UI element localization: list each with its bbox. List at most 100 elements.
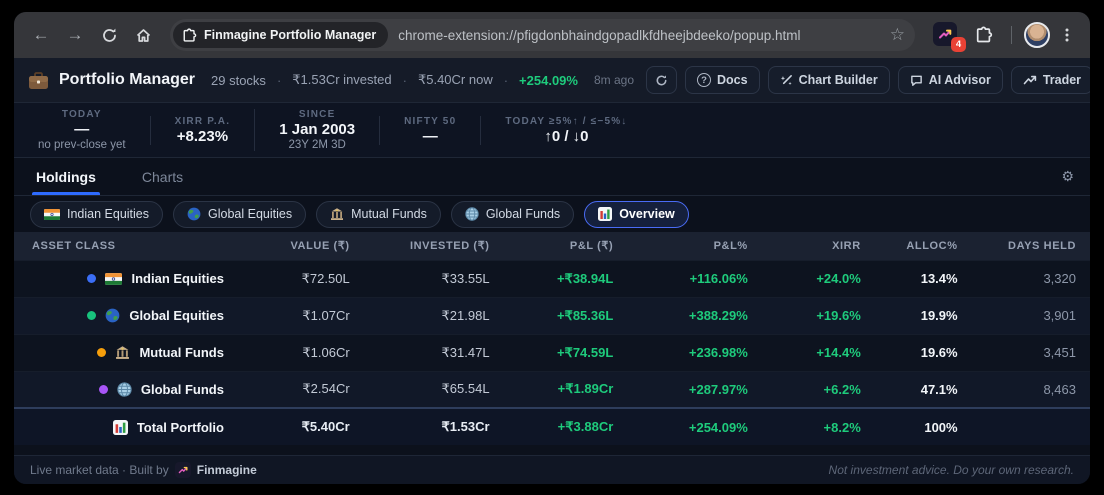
tab-holdings[interactable]: Holdings (32, 158, 100, 195)
cell-pnl: +₹85.36L (503, 296, 628, 334)
trader-button[interactable]: Trader (1010, 66, 1090, 94)
stat-label: NIFTY 50 (404, 115, 457, 127)
stat-nifty: NIFTY 50 — (379, 115, 480, 145)
col-value[interactable]: VALUE (₹) (239, 232, 364, 260)
address-bar[interactable]: Finmagine Portfolio Manager chrome-exten… (170, 19, 915, 51)
kebab-menu-icon (1065, 28, 1069, 42)
extensions-menu-button[interactable] (969, 20, 999, 50)
refresh-icon (656, 74, 667, 85)
stat-sub: no prev-close yet (38, 139, 126, 151)
bank-icon (331, 208, 344, 220)
toolbar-divider (1011, 26, 1012, 44)
cell-pnl: +₹1.89Cr (503, 370, 628, 408)
cell-days (971, 407, 1090, 445)
profile-avatar[interactable] (1024, 22, 1050, 48)
tab-charts[interactable]: Charts (141, 168, 184, 185)
asset-name: Global Equities (129, 308, 224, 323)
stat-label: XIRR P.A. (174, 115, 231, 127)
stat-label: SINCE (298, 109, 336, 120)
home-button[interactable] (128, 20, 158, 50)
stocks-count: 29 stocks (211, 72, 266, 88)
reload-button[interactable] (94, 20, 124, 50)
chip-global-equities[interactable]: Global Equities (173, 200, 307, 228)
stat-label: TODAY (61, 109, 102, 120)
extensions-puzzle-icon (976, 26, 993, 43)
cell-alloc: 13.4% (874, 259, 972, 297)
settings-gear-icon[interactable]: ⚙ (1061, 168, 1074, 184)
cell-invested: ₹33.55L (363, 259, 504, 297)
footer-brand[interactable]: Finmagine (196, 463, 257, 477)
stat-sub: 23Y 2M 3D (288, 139, 346, 151)
cell-xirr: +19.6% (761, 296, 875, 334)
chip-indian-equities[interactable]: Indian Equities (30, 200, 164, 228)
col-xirr[interactable]: XIRR (761, 232, 875, 260)
bookmark-star-icon[interactable]: ☆ (889, 25, 905, 44)
cell-days: 3,451 (971, 333, 1090, 371)
ai-advisor-label: AI Advisor (928, 73, 991, 87)
table-row-global-funds[interactable]: Global Funds ₹2.54Cr ₹65.54L +₹1.89Cr +2… (14, 370, 1090, 408)
chip-global-funds[interactable]: Global Funds (450, 200, 575, 228)
asset-dot (87, 311, 97, 320)
ai-advisor-button[interactable]: AI Advisor (897, 66, 1003, 94)
stat-label: TODAY ≥5%↑ / ≤−5%↓ (505, 115, 628, 127)
docs-button-label: Docs (717, 73, 748, 87)
cell-pnl-pct: +236.98% (627, 333, 762, 371)
chart-builder-button[interactable]: Chart Builder (767, 66, 890, 94)
table-row-total[interactable]: Total Portfolio ₹5.40Cr ₹1.53Cr +₹3.88Cr… (14, 407, 1090, 445)
chip-label: Global Funds (485, 207, 561, 221)
col-pnl[interactable]: P&L (₹) (503, 232, 628, 260)
footer-disclaimer: Not investment advice. Do your own resea… (828, 463, 1074, 477)
chip-label: Overview (619, 207, 675, 221)
footer: Live market data · Built by Finmagine No… (14, 455, 1090, 484)
cell-value: ₹1.06Cr (239, 333, 364, 371)
chip-mutual-funds[interactable]: Mutual Funds (316, 200, 441, 228)
trend-up-icon (1023, 75, 1037, 85)
stats-bar: TODAY — no prev-close yet XIRR P.A. +8.2… (14, 102, 1090, 158)
col-pnl-pct[interactable]: P&L% (627, 232, 762, 260)
col-days-held[interactable]: DAYS HELD (971, 232, 1090, 260)
cell-days: 3,901 (971, 296, 1090, 334)
tab-bar: Holdings Charts ⚙ (14, 158, 1090, 196)
refresh-button[interactable] (646, 66, 677, 94)
cell-pnl-pct: +287.97% (627, 370, 762, 408)
url-text: chrome-extension://pfigdonbhaindgopadlkf… (398, 27, 801, 43)
browser-toolbar: ← → Finmagine Portfolio Manager chrome-e… (14, 12, 1090, 58)
app-header: Portfolio Manager 29 stocks · ₹1.53Cr in… (14, 58, 1090, 102)
cell-pnl-pct: +388.29% (627, 296, 762, 334)
meta-separator: · (402, 72, 407, 88)
india-flag-icon (105, 272, 123, 285)
cell-value: ₹72.50L (239, 259, 364, 297)
filter-chips: Indian Equities Global Equities (14, 196, 1090, 232)
stat-since: SINCE 1 Jan 2003 23Y 2M 3D (254, 109, 379, 151)
table-row-mutual-funds[interactable]: Mutual Funds ₹1.06Cr ₹31.47L +₹74.59L +2… (14, 333, 1090, 371)
cell-invested: ₹1.53Cr (363, 407, 504, 445)
browser-menu-button[interactable] (1054, 22, 1080, 48)
asset-dot (87, 274, 97, 283)
globe-earth-icon (105, 308, 120, 323)
invested-summary: ₹1.53Cr invested (292, 72, 392, 87)
puzzle-piece-icon (183, 27, 197, 42)
stat-movers: TODAY ≥5%↑ / ≤−5%↓ ↑0 / ↓0 (480, 115, 651, 145)
finmagine-logo-icon (933, 22, 957, 46)
extension-name-chip[interactable]: Finmagine Portfolio Manager (173, 22, 389, 48)
col-invested[interactable]: INVESTED (₹) (363, 232, 504, 260)
cell-pnl: +₹38.94L (503, 259, 628, 297)
table-row-indian-equities[interactable]: Indian Equities ₹72.50L ₹33.55L +₹38.94L… (14, 259, 1090, 297)
asset-dot (97, 348, 107, 357)
stat-today: TODAY — no prev-close yet (14, 109, 150, 151)
col-asset-class[interactable]: ASSET CLASS (14, 232, 240, 260)
bar-chart-icon (598, 207, 613, 221)
docs-button[interactable]: ? Docs (685, 66, 760, 94)
cell-invested: ₹31.47L (363, 333, 504, 371)
page-title: Portfolio Manager (59, 71, 196, 88)
back-button[interactable]: ← (32, 25, 50, 44)
col-alloc[interactable]: ALLOC% (874, 232, 972, 260)
stat-xirr: XIRR P.A. +8.23% (149, 115, 255, 145)
chip-overview[interactable]: Overview (584, 200, 689, 228)
cell-xirr: +24.0% (761, 259, 875, 297)
cell-days: 8,463 (971, 370, 1090, 408)
cell-value: ₹2.54Cr (239, 370, 364, 408)
forward-button[interactable]: → (66, 25, 84, 44)
table-row-global-equities[interactable]: Global Equities ₹1.07Cr ₹21.98L +₹85.36L… (14, 296, 1090, 334)
finmagine-extension-button[interactable]: 4 (933, 22, 966, 52)
